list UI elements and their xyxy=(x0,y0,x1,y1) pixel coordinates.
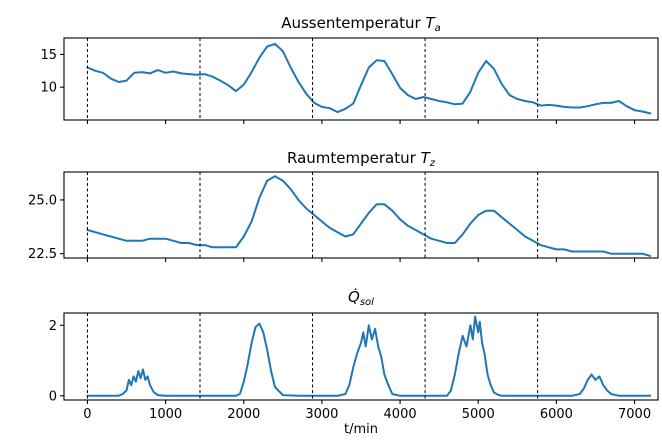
y-tick-label: 25.0 xyxy=(28,193,57,208)
title-subscript: z xyxy=(429,158,436,169)
title-subscript: a xyxy=(435,23,441,34)
x-tick-label: 5000 xyxy=(462,407,495,422)
axes-frame xyxy=(63,37,659,121)
series-line xyxy=(86,175,652,257)
x-tick-label: 3000 xyxy=(305,407,338,422)
title-main: Aussentemperatur xyxy=(281,14,425,32)
x-tick-label: 6000 xyxy=(540,407,573,422)
title-symbol: T xyxy=(425,14,436,32)
title-subscript: sol xyxy=(360,297,374,308)
series-line xyxy=(86,42,652,115)
axes-frame xyxy=(63,171,659,259)
x-tick-label: 7000 xyxy=(618,407,651,422)
panel-title: Raumtemperatur Tz xyxy=(287,149,436,169)
y-tick-label: 2 xyxy=(49,319,57,334)
panel-title: Q̇sol xyxy=(348,287,374,308)
axes-frame xyxy=(63,312,659,401)
title-symbol: T xyxy=(421,149,432,167)
panel-solar-gain: Q̇sol 0 1000 2000 3000 4000 5000 6000 7000 0 2 t/mi… xyxy=(49,287,659,437)
x-axis-label: t/min xyxy=(344,422,378,437)
x-tick-label: 4000 xyxy=(384,407,417,422)
x-tick-label: 0 xyxy=(83,407,91,422)
y-tick-label: 22.5 xyxy=(28,247,57,262)
y-tick-label: 0 xyxy=(49,389,57,404)
y-tick-label: 15 xyxy=(40,48,57,63)
panel-raumtemperatur: Raumtemperatur Tz 22.5 25.0 xyxy=(28,149,659,262)
panel-aussentemperatur: Aussentemperatur Ta 10 15 xyxy=(40,14,659,124)
title-main: Raumtemperatur xyxy=(287,149,421,167)
x-tick-label: 2000 xyxy=(227,407,260,422)
panel-title: Aussentemperatur Ta xyxy=(281,14,441,34)
series-line xyxy=(86,315,652,397)
y-tick-label: 10 xyxy=(40,81,57,96)
title-symbol: Q̇ xyxy=(348,287,360,306)
x-tick-label: 1000 xyxy=(149,407,182,422)
